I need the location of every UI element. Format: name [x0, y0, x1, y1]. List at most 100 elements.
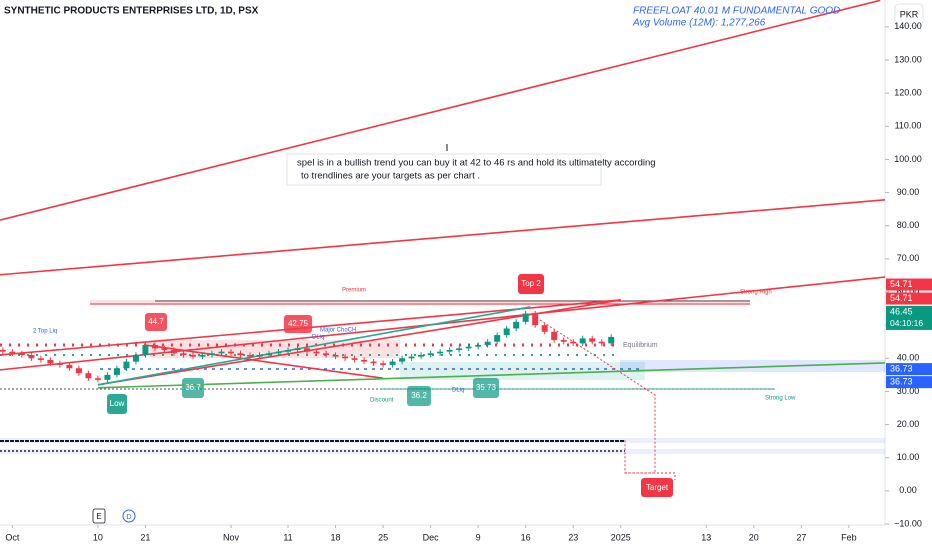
x-tick-label: 20 [749, 532, 759, 542]
y-tick-label: 100.00 [894, 154, 922, 164]
candle-body [75, 368, 82, 374]
price-label-box [886, 363, 932, 376]
event-icon[interactable]: E [96, 512, 101, 521]
x-tick-label: 13 [701, 532, 711, 542]
candle-body [180, 353, 187, 355]
candle-body [513, 321, 520, 329]
candle-body [37, 358, 44, 360]
x-tick-label: 21 [140, 532, 150, 542]
y-tick-label: 110.00 [895, 121, 922, 131]
y-tick-label: 90.00 [897, 187, 920, 197]
candle-body [66, 364, 73, 369]
candle-body [313, 351, 320, 354]
x-tick-label: Feb [841, 532, 857, 542]
y-tick-label: 30.00 [897, 386, 920, 396]
currency[interactable]: PKR [900, 9, 919, 19]
y-tick-label: 70.00 [897, 253, 920, 263]
candle-body [456, 348, 463, 350]
candle-body [9, 351, 16, 354]
note: spel is in a bullish trend you can buy i… [297, 158, 656, 169]
candle-body [570, 341, 577, 344]
y-tick-label: 0.00 [899, 485, 917, 495]
candle-body [170, 350, 177, 354]
candle-body [503, 328, 510, 336]
candle-body [56, 363, 63, 365]
candle-body [465, 346, 472, 349]
candle-body [151, 345, 158, 349]
annotation: DLiq [452, 388, 464, 394]
candle-body [418, 354, 425, 357]
candle-body [227, 351, 234, 354]
candle-body [342, 356, 349, 359]
marker-label: 36.7 [185, 383, 201, 392]
candle-body [475, 345, 482, 347]
chart-title: SYNTHETIC PRODUCTS ENTERPRISES LTD, 1D, … [4, 6, 259, 17]
trendline [145, 344, 384, 379]
candle-body [332, 354, 339, 357]
y-tick-label: 20.00 [897, 419, 920, 429]
candle-body [113, 368, 120, 375]
candle-body [104, 374, 111, 380]
candle-body [351, 358, 358, 360]
x-tick-label: 27 [796, 532, 806, 542]
candle-body [28, 354, 35, 359]
candle-body [218, 351, 225, 354]
info: Avg Volume (12M): 1,277,266 [632, 18, 766, 29]
x-tick-label: 2025 [611, 532, 631, 542]
candle-body [446, 350, 453, 352]
candle-body [285, 350, 292, 352]
y-tick-label: 120.00 [894, 88, 922, 98]
info: FREEFLOAT 40.01 M FUNDAMENTAL GOOD [633, 6, 840, 17]
annotation: Discount [370, 398, 394, 404]
candle-body [208, 353, 215, 355]
candle-body [532, 313, 539, 326]
candle-body [247, 354, 254, 357]
y-tick-label: 40.00 [897, 353, 920, 363]
y-tick-label: 60.00 [897, 286, 920, 296]
annotation: 2 Top Liq [33, 329, 57, 335]
y-tick-label: 10.00 [897, 452, 920, 462]
candle-body [123, 361, 130, 369]
price-label-box [886, 292, 932, 305]
x-tick-label: 16 [521, 532, 531, 542]
price-label: 46.45 [890, 306, 913, 316]
candle-body [18, 353, 25, 355]
candle-body [266, 353, 273, 355]
candle-body [47, 359, 54, 364]
annotation: Major ChoCH [320, 328, 356, 334]
y-tick-label: 140.00 [894, 21, 922, 31]
x-tick-label: 11 [283, 532, 292, 542]
candle-body [256, 354, 263, 357]
trendline [97, 306, 531, 386]
annotation: Equilibrium [623, 342, 658, 349]
candle-body [85, 373, 92, 379]
annotation: DLiq [312, 335, 324, 341]
marker-label: 35.73 [476, 383, 497, 392]
annotation: Strong Low [765, 396, 796, 402]
trendline [97, 362, 886, 389]
annotation: Top 2 [521, 279, 541, 288]
price-label: 36.73 [890, 376, 913, 386]
candle-body [494, 335, 501, 342]
marker-label: Low [110, 399, 125, 408]
note: to trendlines are your targets as per ch… [301, 171, 480, 182]
candle-body [161, 348, 168, 350]
x-tick-label: 9 [476, 532, 481, 542]
x-tick-label: Nov [223, 532, 240, 542]
candle-body [370, 361, 377, 364]
event-icon[interactable]: D [126, 514, 131, 521]
candle-body [551, 331, 558, 341]
price-label: 54.71 [890, 293, 913, 303]
price-label: 54.71 [890, 279, 913, 289]
candle-body [598, 341, 605, 344]
candle-body [199, 354, 206, 357]
candle-body [142, 345, 149, 355]
x-tick-label: 25 [378, 532, 388, 542]
countdown: 04:10:16 [890, 318, 923, 328]
candle-body [589, 338, 596, 342]
candle-body [132, 354, 139, 362]
candle-body [323, 353, 330, 355]
countdown-box [886, 317, 932, 330]
annotation: Strong High [740, 290, 772, 296]
